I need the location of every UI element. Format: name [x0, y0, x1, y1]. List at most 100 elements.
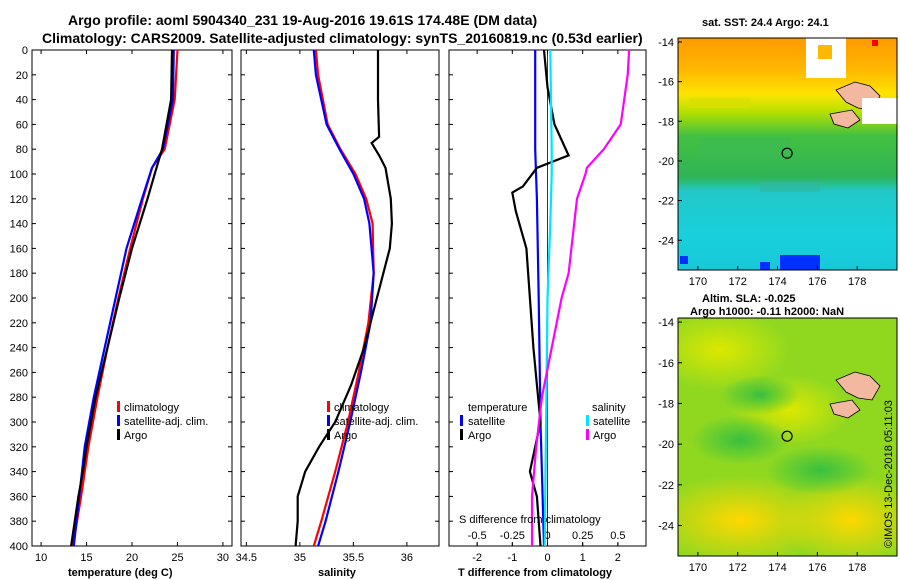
sla-map-title: Altim. SLA: -0.025: [702, 293, 796, 305]
figure-title-line1: Argo profile: aoml 5904340_231 19-Aug-20…: [68, 12, 537, 28]
x-tick-label: -2: [472, 552, 482, 564]
difference-legend: temperature satellite Argo salinity sate…: [460, 402, 630, 442]
legend-swatch-sal-satellite: [586, 415, 589, 426]
argo-location-marker: [781, 430, 793, 442]
legend-label-argo: Argo: [334, 430, 357, 442]
temperature-plot-frame: [31, 49, 233, 547]
argo-location-marker: [781, 147, 793, 159]
map-y-tick-label: -22: [658, 480, 674, 492]
x-tick-label: 36: [401, 552, 413, 564]
sst-map-frame: [677, 37, 898, 271]
legend-swatch-argo: [327, 429, 330, 440]
sla-map-ticks: 170 172 174 176 178 -14 -16 -18 -20 -22 -24: [658, 317, 866, 574]
legend-label-climatology: climatology: [124, 402, 180, 414]
map-x-tick-label: 176: [808, 276, 826, 288]
depth-tick-label: 80: [16, 144, 28, 156]
map-y-tick-label: -20: [658, 439, 674, 451]
salinity-x-axis-label: salinity: [318, 567, 357, 579]
fiji-island-icon: [829, 399, 861, 419]
sst-map-ticks: 170 172 174 176 178 -14 -16 -18 -20 -22 -24: [658, 37, 866, 288]
temperature-series-lines: [70, 49, 179, 547]
map-y-tick-label: -22: [658, 196, 674, 208]
series-line-climatology: [71, 49, 179, 547]
difference-series-lines: [511, 49, 631, 547]
legend-swatch-satellite: [327, 415, 330, 426]
x-tick-label: -1: [507, 552, 517, 564]
series-line-argo: [294, 50, 394, 547]
salinity-series-lines: [294, 49, 394, 547]
map-x-tick-label: 174: [768, 276, 786, 288]
map-x-tick-label: 172: [729, 562, 747, 574]
legend-swatch-climatology: [327, 401, 330, 412]
s-tick-label: -0.5: [468, 530, 487, 542]
x-tick-label: 2: [615, 552, 621, 564]
imos-credit: ©IMOS 13-Dec-2018 05:11:03: [883, 400, 895, 548]
map-x-tick-label: 170: [689, 562, 707, 574]
series-line-salinity-satellite: [543, 49, 553, 547]
sla-map-frame: [677, 317, 898, 557]
depth-tick-label: 200: [10, 293, 28, 305]
salinity-plot-frame: [240, 49, 440, 547]
fiji-island-icon: [829, 109, 861, 129]
series-line-temperature-satellite: [534, 50, 546, 547]
depth-ticks: 0 20 40 60 80 100 120 140 160 180 200 220 240 260 280 3…: [10, 45, 28, 553]
map-x-tick-label: 172: [729, 276, 747, 288]
map-x-tick-label: 174: [768, 562, 786, 574]
x-tick-label: 34.5: [236, 552, 257, 564]
t-difference-axis-label: T difference from climatology: [458, 567, 613, 579]
x-tick-label: 1: [580, 552, 586, 564]
map-y-tick-label: -14: [658, 317, 674, 329]
depth-tick-label: 320: [10, 442, 28, 454]
depth-tick-label: 180: [10, 268, 28, 280]
s-difference-axis-label: S difference from climatology: [459, 514, 601, 526]
depth-tick-label: 120: [10, 194, 28, 206]
figure-title-line2: Climatology: CARS2009. Satellite-adjuste…: [42, 30, 643, 46]
legend-swatch-argo: [117, 429, 120, 440]
depth-tick-label: 240: [10, 343, 28, 355]
fiji-island-icon: [835, 371, 881, 401]
legend-swatch-temp-satellite: [460, 415, 463, 426]
map-x-tick-label: 178: [848, 276, 866, 288]
map-y-tick-label: -24: [658, 520, 674, 532]
legend-label-sal-argo: Argo: [593, 430, 616, 442]
legend-swatch-temp-argo: [460, 429, 463, 440]
x-tick-label: 35.5: [343, 552, 364, 564]
legend-swatch-sal-argo: [586, 429, 589, 440]
map-y-tick-label: -16: [658, 77, 674, 89]
legend-label-satellite: satellite-adj. clim.: [124, 416, 208, 428]
legend-swatch-climatology: [117, 401, 120, 412]
x-tick-label: 20: [126, 552, 138, 564]
map-x-tick-label: 178: [848, 562, 866, 574]
map-y-tick-label: -18: [658, 398, 674, 410]
sst-cold-patch: [780, 255, 820, 270]
depth-tick-label: 380: [10, 516, 28, 528]
depth-tick-label: 400: [10, 541, 28, 553]
sla-map-image: [678, 318, 897, 556]
temperature-x-axis-label: temperature (deg C): [68, 567, 173, 579]
sst-map-title: sat. SST: 24.4 Argo: 24.1: [702, 17, 829, 29]
x-tick-label: 10: [35, 552, 47, 564]
legend-label-climatology: climatology: [334, 402, 390, 414]
series-line-argo: [70, 49, 174, 547]
map-x-tick-label: 170: [689, 276, 707, 288]
legend-swatch-satellite: [117, 415, 120, 426]
legend-label-argo: Argo: [124, 430, 147, 442]
depth-tick-label: 360: [10, 491, 28, 503]
temperature-panel: 10 15 20 25 30 0 20 40 60 80 100 120 140 160 180 200 22…: [10, 45, 233, 579]
legend-label-satellite: satellite-adj. clim.: [334, 416, 418, 428]
salinity-panel: 34.5 35 35.5 36 salinity climatology satell…: [236, 49, 440, 579]
series-line-salinity-argo: [530, 49, 631, 546]
s-tick-label: 0.25: [572, 530, 593, 542]
map-y-tick-label: -20: [658, 156, 674, 168]
depth-tick-label: 220: [10, 318, 28, 330]
x-tick-label: 35: [294, 552, 306, 564]
depth-tick-label: 260: [10, 367, 28, 379]
legend-title-salinity: salinity: [592, 402, 626, 414]
map-y-tick-label: -24: [658, 235, 674, 247]
legend-label-temp-satellite: satellite: [468, 416, 505, 428]
temperature-legend: climatology satellite-adj. clim. Argo: [117, 401, 208, 442]
x-tick-label: 15: [80, 552, 92, 564]
depth-tick-label: 160: [10, 243, 28, 255]
